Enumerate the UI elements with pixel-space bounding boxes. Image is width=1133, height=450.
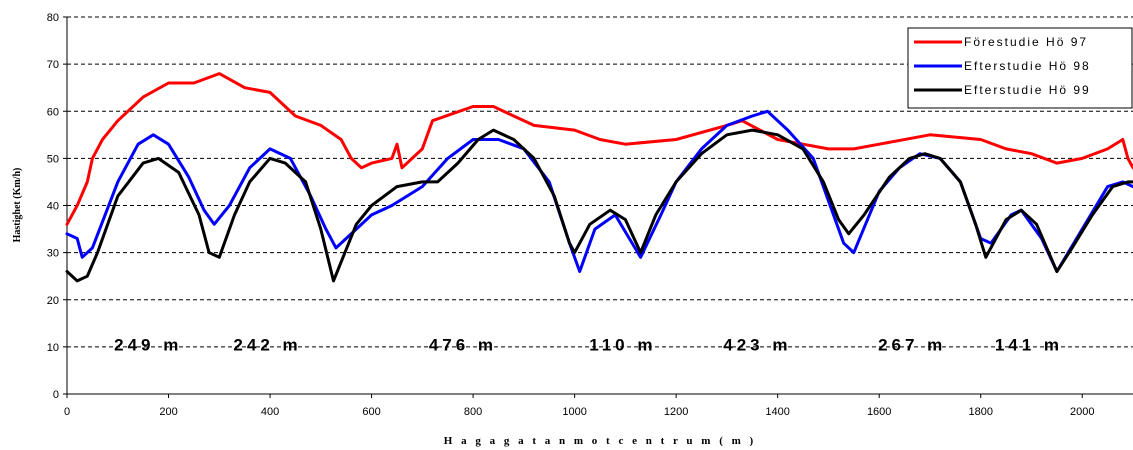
x-tick-label-1200: 1200 (664, 406, 688, 418)
x-tick-label-1000: 1000 (562, 406, 586, 418)
segment-label-2: 242 m (233, 336, 301, 355)
x-axis-title: H a g a g a t a n m o t c e n t r u m ( … (444, 435, 756, 447)
y-tick-label-10: 10 (47, 342, 59, 354)
y-axis-title: Hastighet (Km/h) (12, 168, 23, 243)
y-tick-label-30: 30 (47, 248, 59, 260)
x-tick-label-800: 800 (464, 406, 482, 418)
x-tick-label-0: 0 (64, 406, 70, 418)
series-lines (65, 72, 1133, 283)
axes (63, 16, 1133, 398)
grid-lines (67, 16, 1133, 348)
x-tick-labels: 0 200 400 600 800 1000 1200 1400 1600 1800 2000 (64, 406, 1095, 418)
x-tick-label-200: 200 (159, 406, 177, 418)
segment-label-6: 267 m (878, 336, 946, 355)
series-line-1 (65, 72, 1133, 226)
y-tick-label-80: 80 (47, 12, 59, 24)
y-tick-label-50: 50 (47, 153, 59, 165)
legend-label-3: Efterstudie Hö 99 (964, 83, 1091, 97)
segment-length-labels: 249 m 242 m 476 m 110 m 423 m 267 m 141 m (114, 336, 1063, 355)
legend-label-1: Förestudie Hö 97 (964, 35, 1088, 49)
y-tick-label-40: 40 (47, 201, 59, 213)
y-tick-labels: 0 10 20 30 40 50 60 70 80 (47, 12, 59, 401)
series-line-2 (65, 109, 1133, 273)
x-tick-label-1400: 1400 (765, 406, 789, 418)
x-tick-label-600: 600 (362, 406, 380, 418)
x-tick-label-2000: 2000 (1070, 406, 1094, 418)
x-tick-label-1800: 1800 (968, 406, 992, 418)
y-tick-label-70: 70 (47, 59, 59, 71)
legend-label-2: Efterstudie Hö 98 (964, 59, 1091, 73)
y-tick-label-0: 0 (53, 389, 59, 401)
segment-label-3: 476 m (429, 336, 497, 355)
legend: Förestudie Hö 97 Efterstudie Hö 98 Efter… (907, 27, 1133, 109)
y-tick-label-60: 60 (47, 106, 59, 118)
segment-label-4: 110 m (589, 336, 656, 355)
segment-label-1: 249 m (114, 336, 182, 355)
x-tick-label-400: 400 (261, 406, 279, 418)
series-line-3 (65, 128, 1133, 283)
y-tick-label-20: 20 (47, 295, 59, 307)
x-tick-label-1600: 1600 (867, 406, 891, 418)
segment-label-7: 141 m (995, 336, 1063, 355)
segment-label-5: 423 m (723, 336, 791, 355)
